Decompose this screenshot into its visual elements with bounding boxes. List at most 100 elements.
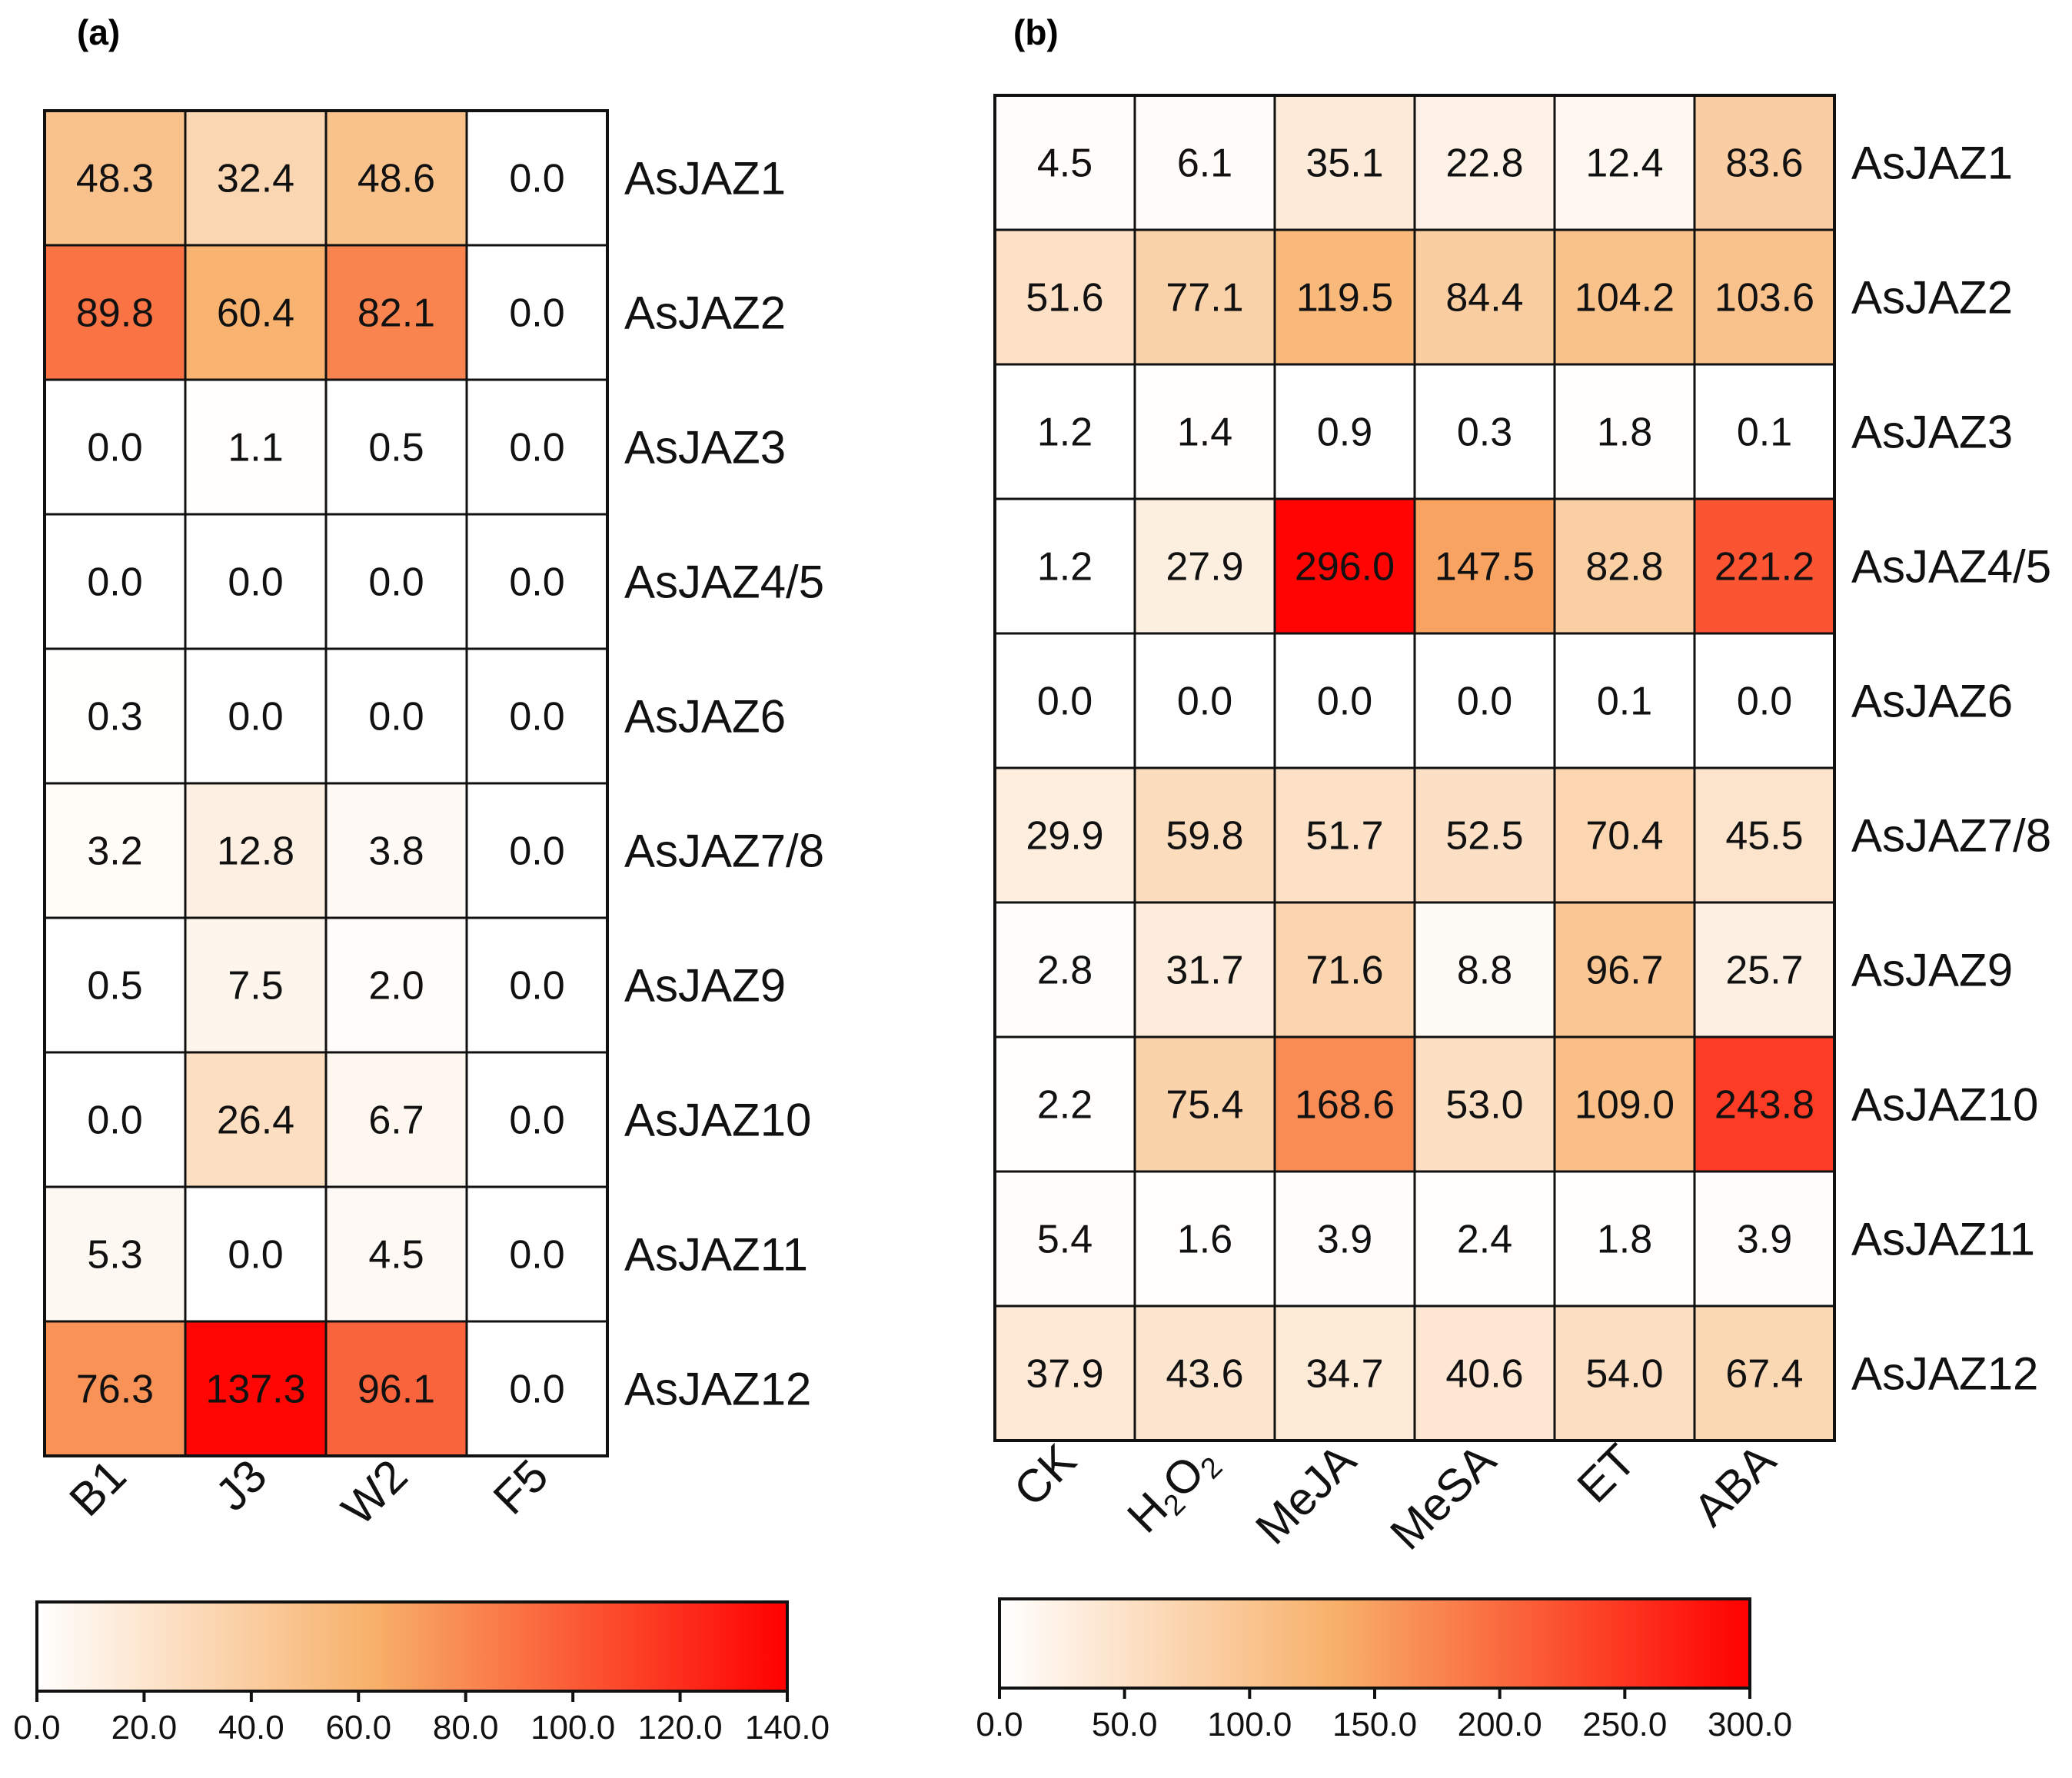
- cell-value-label: 2.2: [1037, 1083, 1093, 1128]
- cell-value-label: 71.6: [1305, 949, 1383, 993]
- cell-value-label: 6.1: [1177, 141, 1232, 186]
- heatmap-panel-b: 4.5 6.1 35.1 22.8 12.4 83.6 51.6 77.1 119.5 84.4 1…: [993, 94, 2051, 1560]
- gene-label: AsJAZ4/5: [624, 557, 824, 608]
- heatmap-cell: [184, 109, 328, 247]
- panel-a-label: (a): [77, 12, 120, 52]
- cell-value-label: 0.0: [368, 560, 424, 605]
- cell-value-label: 1.8: [1597, 1218, 1652, 1262]
- cell-value-label: 0.0: [368, 695, 424, 739]
- cell-value-label: 59.8: [1166, 814, 1243, 859]
- heatmap-cell: [184, 782, 328, 919]
- cell-value-label: 0.0: [1317, 680, 1372, 724]
- cell-value-label: 0.0: [87, 1098, 142, 1143]
- heatmap-cell: [1133, 228, 1276, 366]
- cell-value-label: 0.5: [368, 426, 424, 470]
- heatmap-cell: [1693, 497, 1836, 635]
- cell-value-label: 26.4: [217, 1098, 294, 1143]
- heatmap-cell: [43, 782, 187, 919]
- cell-value-label: 0.1: [1737, 410, 1792, 455]
- cell-value-label: 0.0: [509, 157, 564, 201]
- heatmap-cell: [324, 916, 468, 1054]
- colorbar-b: 0.0 50.0 100.0 150.0 200.0 250.0 300.0: [976, 1597, 1792, 1743]
- colorbar-a: 0.0 20.0 40.0 60.0 80.0 100.0 120.0 140.0: [13, 1600, 830, 1746]
- gene-label: AsJAZ6: [1851, 676, 2013, 727]
- heatmap-cell: [1693, 363, 1836, 500]
- heatmap-cell: [43, 1320, 187, 1457]
- heatmap-cell: [1133, 1304, 1276, 1442]
- heatmap-border: [43, 109, 609, 1457]
- cell-value-label: 76.3: [76, 1368, 154, 1412]
- gene-label: AsJAZ11: [1851, 1214, 2035, 1265]
- cell-value-label: 104.2: [1575, 276, 1675, 321]
- gene-label: AsJAZ6: [624, 691, 786, 743]
- cell-value-label: 147.5: [1435, 545, 1535, 590]
- cell-value-label: 0.0: [509, 291, 564, 336]
- cell-value-label: 0.0: [1737, 680, 1792, 724]
- cell-value-label: 3.2: [87, 829, 142, 874]
- cell-value-label: 0.0: [87, 426, 142, 470]
- heatmap-cell: [1273, 632, 1416, 769]
- cell-value-label: 0.9: [1317, 410, 1372, 455]
- heatmap-cell: [465, 244, 609, 381]
- cell-value-label: 4.5: [1037, 141, 1093, 186]
- heatmap-cell: [465, 378, 609, 516]
- cell-value-label: 168.6: [1295, 1083, 1395, 1128]
- heatmap-cell: [1413, 363, 1556, 500]
- column-label: MeSA: [1380, 1434, 1505, 1560]
- gene-label: AsJAZ10: [624, 1095, 811, 1146]
- cell-value-label: 2.8: [1037, 949, 1093, 993]
- cell-value-label: 109.0: [1575, 1083, 1675, 1128]
- cell-value-label: 2.0: [368, 964, 424, 1009]
- heatmap-cell: [1133, 363, 1276, 500]
- cell-value-label: 32.4: [217, 157, 294, 201]
- colorbar-tick-label: 200.0: [1458, 1706, 1542, 1743]
- cell-value-label: 0.0: [509, 1233, 564, 1278]
- colorbar-tick-label: 20.0: [111, 1709, 178, 1746]
- heatmap-border: [993, 94, 1836, 1442]
- gene-label: AsJAZ9: [624, 960, 786, 1012]
- heatmap-cell: [465, 916, 609, 1054]
- heatmap-cell: [184, 513, 328, 650]
- colorbar-tick-label: 0.0: [13, 1709, 60, 1746]
- cell-value-label: 67.4: [1725, 1352, 1803, 1397]
- heatmap-cell: [324, 1051, 468, 1188]
- heatmap-cell: [465, 1185, 609, 1323]
- cell-value-label: 1.2: [1037, 545, 1093, 590]
- cell-value-label: 43.6: [1166, 1352, 1243, 1397]
- gene-label: AsJAZ11: [624, 1229, 808, 1281]
- column-label: CK: [1004, 1434, 1086, 1516]
- cell-value-label: 6.7: [368, 1098, 424, 1143]
- cell-value-label: 40.6: [1445, 1352, 1523, 1397]
- heatmap-cell: [1133, 497, 1276, 635]
- cell-value-label: 0.0: [1177, 680, 1232, 724]
- cell-value-label: 0.0: [509, 560, 564, 605]
- column-label: J3: [206, 1450, 277, 1520]
- heatmap-cell: [1273, 1170, 1416, 1308]
- heatmap-cell: [1553, 363, 1696, 500]
- cell-value-label: 119.5: [1296, 276, 1393, 321]
- cell-value-label: 296.0: [1295, 545, 1395, 590]
- colorbar-tick-label: 80.0: [433, 1709, 499, 1746]
- cell-value-label: 0.5: [87, 964, 142, 1009]
- colorbar-tick-label: 60.0: [325, 1709, 391, 1746]
- cell-value-label: 8.8: [1457, 949, 1512, 993]
- heatmap-cell: [1133, 94, 1276, 231]
- colorbar-tick-label: 40.0: [218, 1709, 284, 1746]
- cell-value-label: 0.0: [1037, 680, 1093, 724]
- cell-value-label: 1.2: [1037, 410, 1093, 455]
- cell-value-label: 243.8: [1714, 1083, 1814, 1128]
- cell-value-label: 221.2: [1714, 545, 1814, 590]
- cell-value-label: 0.0: [509, 426, 564, 470]
- heatmap-cell: [1553, 1035, 1696, 1173]
- column-label: MeJA: [1246, 1434, 1365, 1554]
- cell-value-label: 84.4: [1445, 276, 1523, 321]
- gene-label: AsJAZ1: [624, 153, 786, 204]
- cell-value-label: 0.0: [228, 695, 283, 739]
- heatmap-cell: [1413, 632, 1556, 769]
- heatmap-cell: [184, 244, 328, 381]
- colorbar-tick-label: 100.0: [530, 1709, 615, 1746]
- gene-label: AsJAZ9: [1851, 945, 2013, 996]
- colorbar-tick-label: 300.0: [1708, 1706, 1792, 1743]
- cell-value-label: 37.9: [1026, 1352, 1103, 1397]
